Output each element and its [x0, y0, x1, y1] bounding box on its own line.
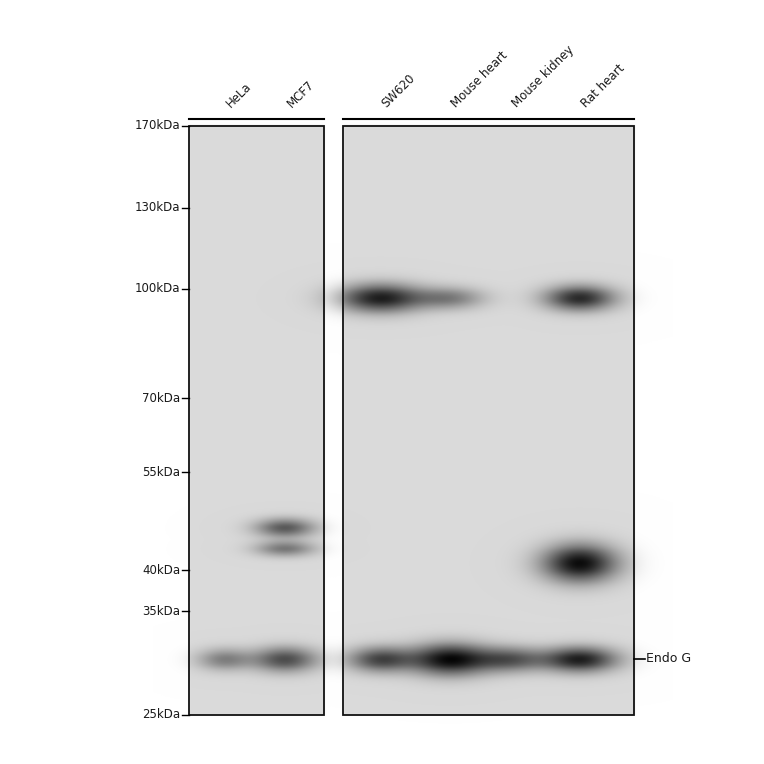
Text: Endo G: Endo G — [646, 652, 691, 665]
Text: Mouse kidney: Mouse kidney — [510, 44, 576, 110]
Text: MCF7: MCF7 — [284, 78, 316, 110]
Bar — [343, 125, 634, 715]
Text: HeLa: HeLa — [224, 80, 254, 110]
Text: SW620: SW620 — [380, 72, 418, 110]
Text: 100kDa: 100kDa — [135, 282, 180, 295]
Text: 25kDa: 25kDa — [142, 708, 180, 721]
Text: 70kDa: 70kDa — [142, 392, 180, 405]
Text: Mouse heart: Mouse heart — [449, 49, 510, 110]
Text: Rat heart: Rat heart — [579, 62, 627, 110]
Bar — [189, 125, 324, 715]
Text: 40kDa: 40kDa — [142, 564, 180, 577]
Text: 170kDa: 170kDa — [135, 119, 180, 132]
Text: 55kDa: 55kDa — [143, 466, 180, 479]
Text: 130kDa: 130kDa — [135, 202, 180, 215]
Text: 35kDa: 35kDa — [143, 605, 180, 618]
